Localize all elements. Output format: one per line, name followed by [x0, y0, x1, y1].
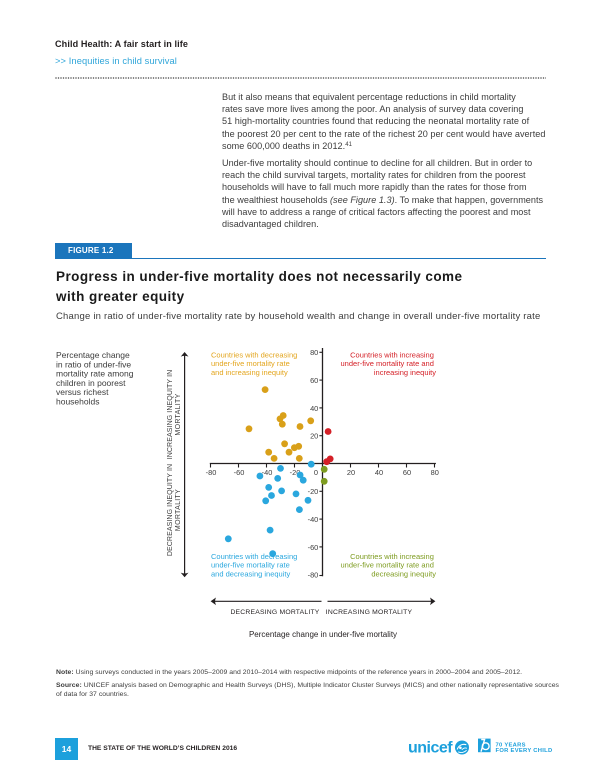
svg-text:-40: -40: [308, 515, 319, 524]
svg-text:80: 80: [431, 468, 439, 477]
svg-text:-80: -80: [308, 571, 319, 580]
svg-text:20: 20: [310, 432, 318, 441]
svg-text:INCREASING INEQUITY IN: INCREASING INEQUITY IN: [167, 370, 174, 460]
svg-text:0: 0: [314, 468, 318, 477]
svg-text:MORTALITY: MORTALITY: [175, 393, 182, 435]
svg-text:60: 60: [310, 376, 318, 385]
svg-text:Countries with increasing: Countries with increasing under-five mor…: [341, 351, 437, 377]
svg-text:-20: -20: [308, 487, 319, 496]
svg-text:80: 80: [310, 348, 318, 357]
svg-text:DECREASING MORTALITY: DECREASING MORTALITY: [230, 609, 319, 616]
svg-text:unicef: unicef: [408, 740, 453, 757]
svg-text:-20: -20: [290, 468, 301, 477]
svg-text:Countries with decreasing: Countries with decreasing under-five mor…: [211, 351, 299, 377]
svg-text:60: 60: [403, 468, 411, 477]
svg-text:-40: -40: [262, 468, 273, 477]
svg-text:20: 20: [347, 468, 355, 477]
svg-text:Percentage change in under-fiv: Percentage change in under-five mortalit…: [249, 630, 397, 639]
svg-text:DECREASING INEQUITY IN: DECREASING INEQUITY IN: [167, 464, 174, 556]
svg-text:-80: -80: [206, 468, 217, 477]
svg-text:MORTALITY: MORTALITY: [175, 489, 182, 531]
svg-text:70 YEARS: 70 YEARS: [496, 743, 526, 749]
svg-text:FOR EVERY CHILD: FOR EVERY CHILD: [496, 748, 553, 754]
svg-text:-60: -60: [234, 468, 245, 477]
svg-text:40: 40: [310, 404, 318, 413]
svg-text:40: 40: [375, 468, 383, 477]
svg-text:Countries with increasing: Countries with increasing under-five mor…: [341, 552, 437, 578]
svg-text:INCREASING MORTALITY: INCREASING MORTALITY: [326, 609, 413, 616]
svg-text:-60: -60: [308, 543, 319, 552]
svg-text:Countries with decreasing: Countries with decreasing under-five mor…: [211, 552, 299, 578]
svg-text:Percentage change in ratio: Percentage change in ratio of under-five…: [56, 350, 136, 407]
